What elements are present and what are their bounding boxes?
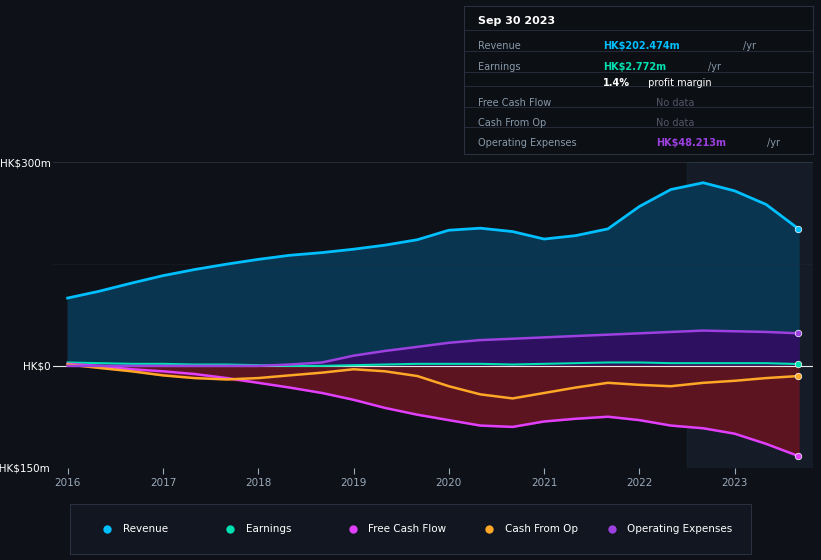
Text: Operating Expenses: Operating Expenses	[627, 524, 732, 534]
Text: No data: No data	[656, 118, 694, 128]
Text: Cash From Op: Cash From Op	[478, 118, 546, 128]
Text: profit margin: profit margin	[645, 78, 712, 88]
Point	[792, 372, 805, 381]
Text: Revenue: Revenue	[123, 524, 168, 534]
Point	[792, 225, 805, 234]
Text: Earnings: Earnings	[245, 524, 291, 534]
Point	[792, 451, 805, 460]
Text: Free Cash Flow: Free Cash Flow	[478, 97, 551, 108]
Point	[792, 360, 805, 368]
Text: HK$2.772m: HK$2.772m	[603, 62, 667, 72]
Text: Revenue: Revenue	[478, 41, 521, 51]
Text: HK$48.213m: HK$48.213m	[656, 138, 726, 148]
Text: Operating Expenses: Operating Expenses	[478, 138, 576, 148]
Text: Free Cash Flow: Free Cash Flow	[369, 524, 447, 534]
Text: HK$202.474m: HK$202.474m	[603, 41, 680, 51]
Text: 1.4%: 1.4%	[603, 78, 631, 88]
Text: /yr: /yr	[768, 138, 781, 148]
Text: /yr: /yr	[743, 41, 756, 51]
Bar	[687, 162, 821, 468]
Text: Sep 30 2023: Sep 30 2023	[478, 16, 555, 26]
Text: Cash From Op: Cash From Op	[505, 524, 577, 534]
Text: Earnings: Earnings	[478, 62, 521, 72]
Text: No data: No data	[656, 97, 694, 108]
Point	[792, 329, 805, 338]
Text: /yr: /yr	[708, 62, 721, 72]
